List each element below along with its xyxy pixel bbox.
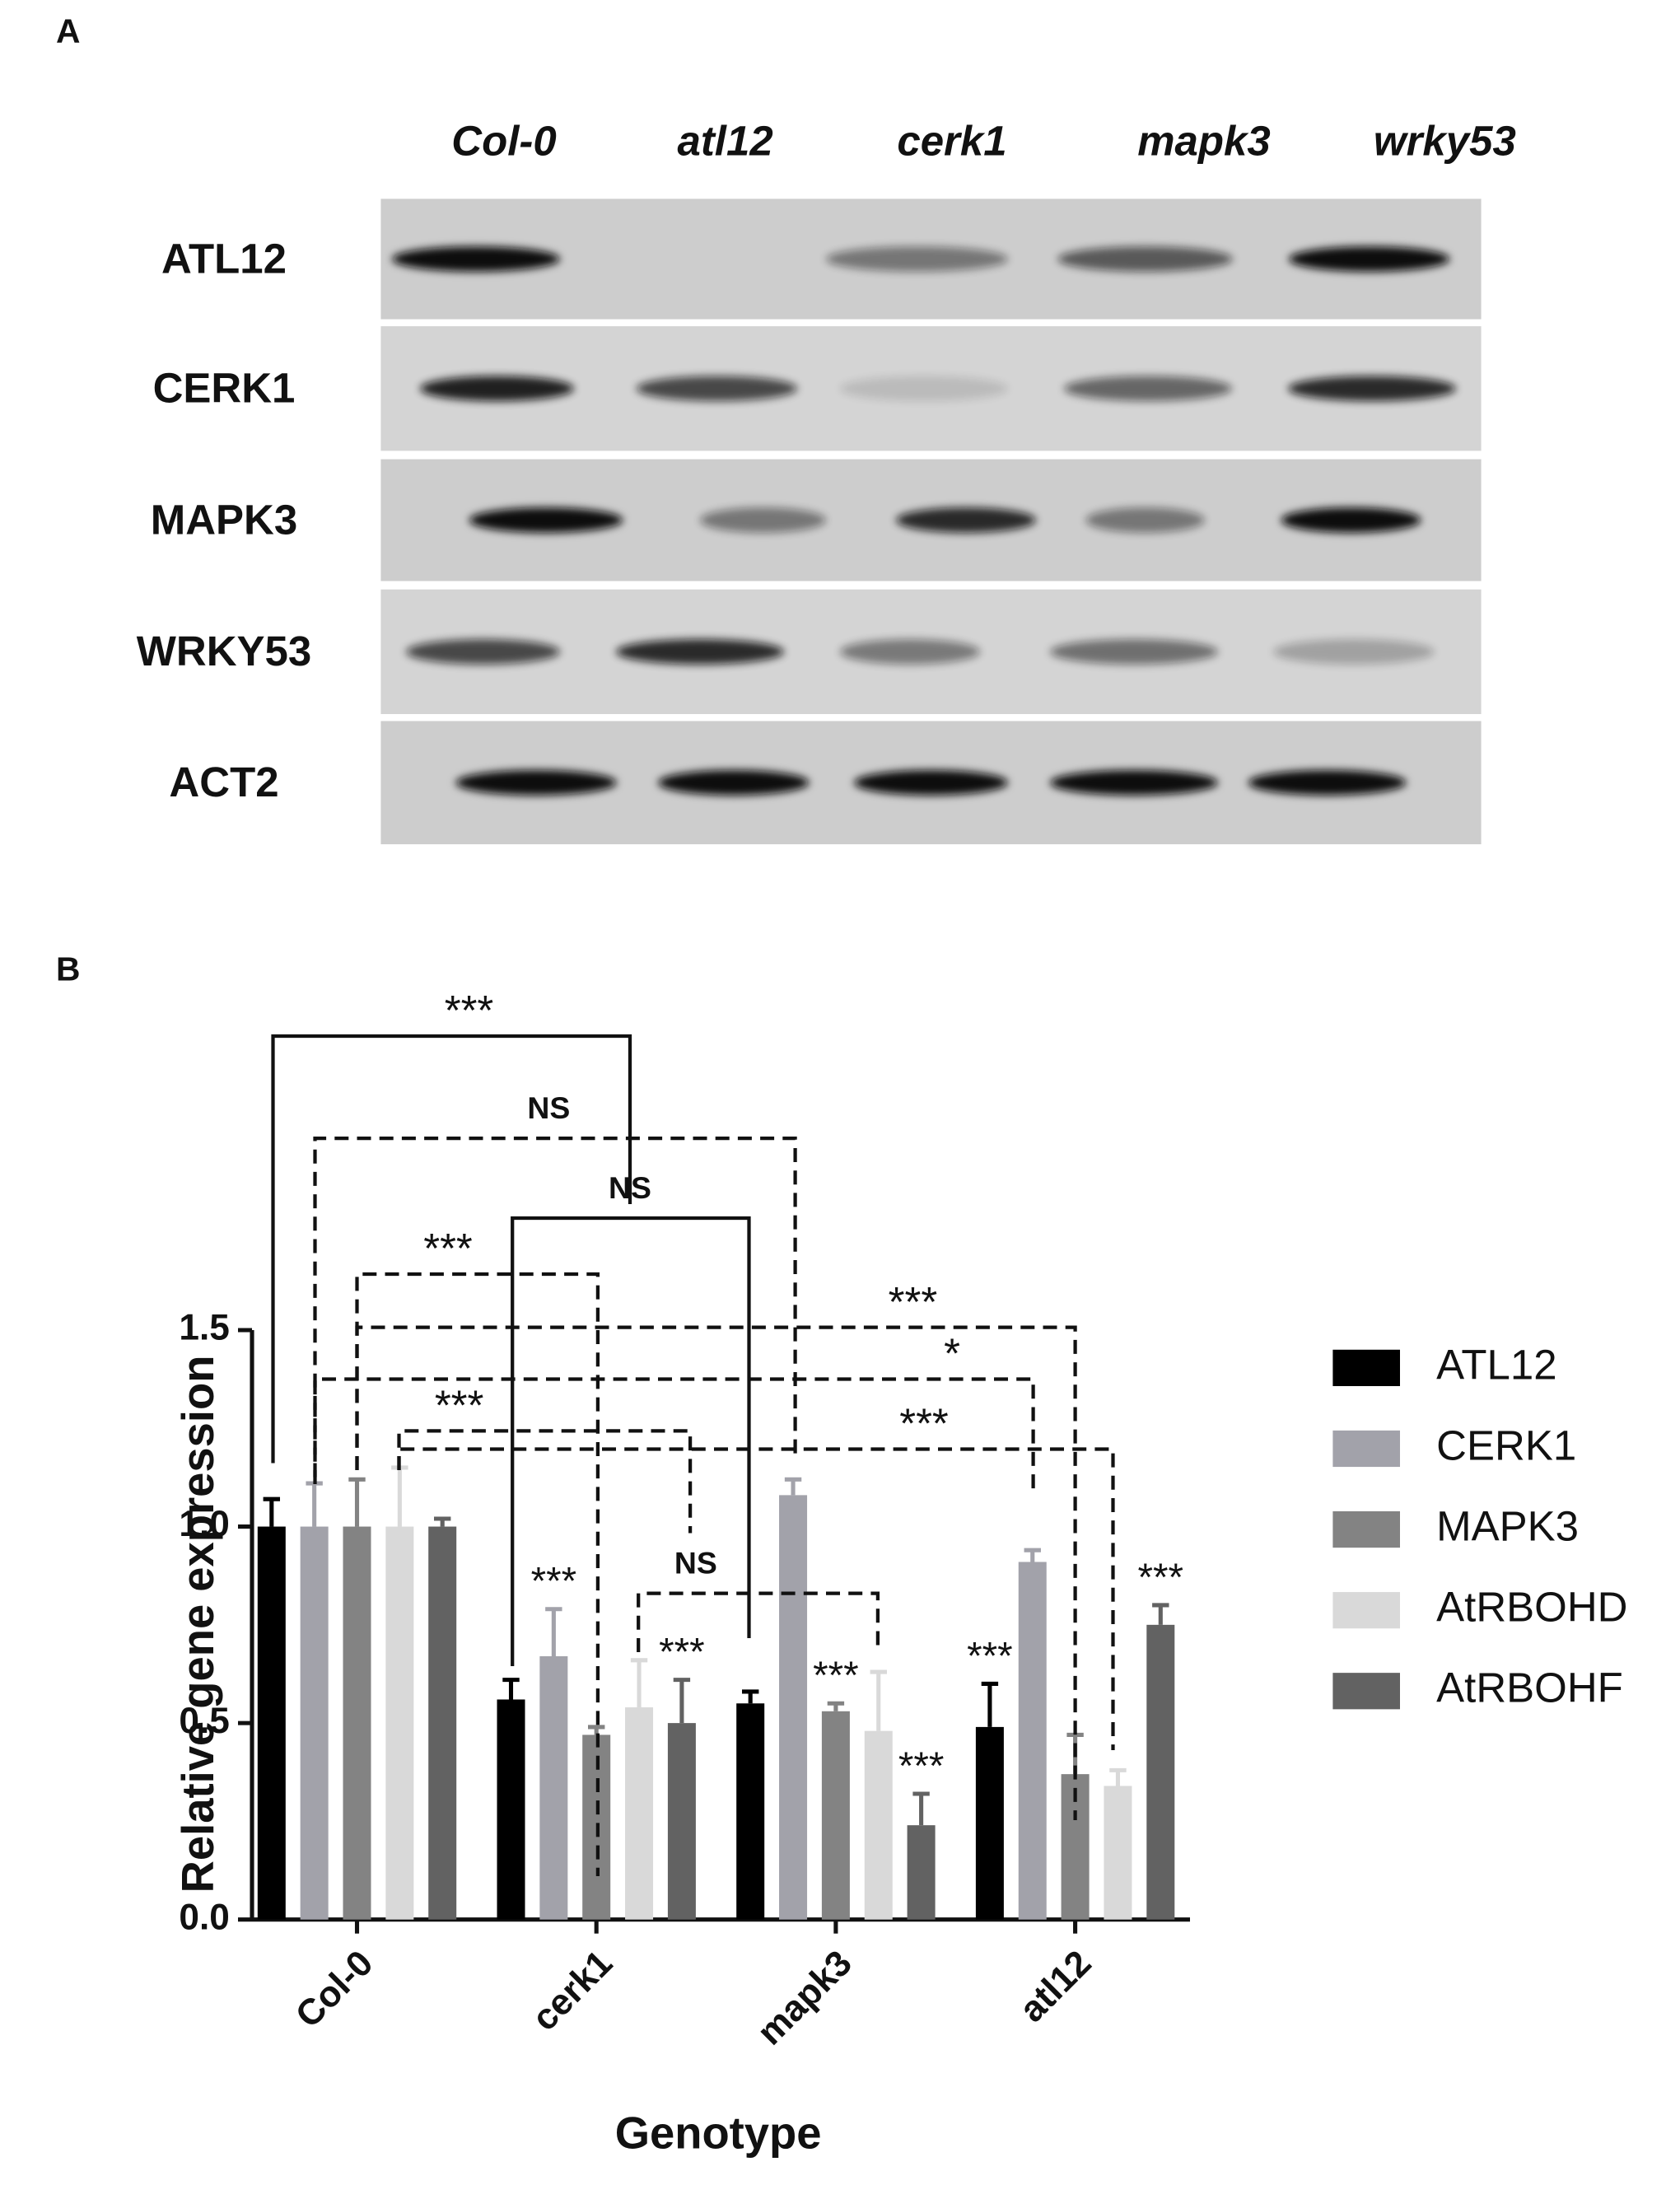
bar [736, 1703, 765, 1920]
band [1063, 376, 1232, 402]
band [392, 246, 561, 272]
bar [428, 1526, 457, 1920]
band [1085, 507, 1205, 533]
legend-label: AtRBOHF [1436, 1664, 1623, 1711]
band [658, 769, 810, 796]
comparison-bracket [271, 1034, 632, 1464]
significance-label: *** [967, 1634, 1013, 1678]
y-tick-label: 1.0 [179, 1504, 229, 1544]
x-tick-label: Col-0 [288, 1943, 381, 2036]
legend-swatch [1332, 1430, 1400, 1468]
band [469, 507, 623, 533]
band [840, 639, 980, 665]
legend-label: MAPK3 [1436, 1503, 1579, 1550]
y-axis-title: Relative gene expression [173, 1356, 223, 1893]
band [1273, 639, 1435, 665]
comparison-bracket [355, 1325, 1077, 1820]
significance-label: *** [898, 1744, 945, 1788]
panel-label: B [56, 950, 80, 988]
band [636, 376, 798, 402]
band [455, 769, 617, 796]
significance-label: *** [1138, 1556, 1184, 1599]
band [840, 376, 1008, 402]
comparison-label: *** [423, 1225, 473, 1272]
comparison-label: * [944, 1330, 960, 1377]
y-tick-label: 0.0 [179, 1897, 229, 1937]
bar [385, 1526, 414, 1920]
comparison-label: NS [609, 1170, 651, 1205]
significance-label: *** [813, 1654, 859, 1697]
band [616, 639, 785, 665]
bar [975, 1726, 1004, 1920]
protein-label: WRKY53 [137, 628, 311, 675]
band [1281, 507, 1421, 533]
band [1057, 246, 1233, 272]
band [1287, 376, 1456, 402]
legend-label: CERK1 [1436, 1422, 1576, 1468]
bar [667, 1723, 696, 1920]
y-tick-label: 1.5 [179, 1308, 229, 1348]
bar [864, 1730, 893, 1920]
comparison-label: *** [899, 1400, 949, 1447]
bar [1146, 1624, 1175, 1920]
protein-label: CERK1 [153, 365, 296, 412]
bar [625, 1707, 654, 1920]
comparison-bracket [313, 1136, 797, 1478]
lane-label: mapk3 [1137, 118, 1271, 165]
bar [821, 1711, 850, 1920]
band [895, 507, 1036, 533]
bar [257, 1526, 286, 1920]
comparison-bracket [313, 1377, 1035, 1492]
comparison-label: *** [435, 1382, 484, 1429]
comparison-label: *** [445, 987, 494, 1034]
bar [343, 1526, 371, 1920]
legend-label: AtRBOHD [1436, 1584, 1627, 1631]
significance-label: *** [531, 1560, 577, 1604]
protein-label: MAPK3 [151, 496, 297, 543]
band [1248, 769, 1407, 796]
x-tick-label: mapk3 [749, 1943, 860, 2053]
band [1049, 769, 1218, 796]
significance-label: *** [659, 1631, 705, 1674]
legend-swatch [1332, 1592, 1400, 1629]
panel-label: A [56, 12, 80, 50]
lane-label: cerk1 [897, 118, 1006, 165]
band [1049, 639, 1218, 665]
lane-label: Col-0 [451, 118, 556, 165]
protein-label: ATL12 [161, 235, 287, 282]
x-tick-label: cerk1 [525, 1943, 620, 2038]
comparison-label: NS [674, 1545, 717, 1580]
bar [779, 1495, 808, 1920]
comparison-bracket [511, 1216, 751, 1666]
bar [1104, 1786, 1132, 1920]
protein-label: ACT2 [169, 759, 278, 805]
comparison-bracket [637, 1591, 880, 1652]
bar [907, 1825, 936, 1920]
comparison-bracket [397, 1447, 1115, 1750]
lane-label: wrky53 [1374, 118, 1516, 165]
legend-swatch [1332, 1673, 1400, 1710]
x-axis-title: Genotype [615, 2108, 822, 2159]
band [700, 507, 827, 533]
band [1288, 246, 1450, 272]
legend-swatch [1332, 1349, 1400, 1386]
legend-label: ATL12 [1436, 1341, 1556, 1388]
band [826, 246, 1008, 272]
band [406, 639, 561, 665]
y-tick-label: 0.5 [179, 1701, 229, 1741]
bar [539, 1656, 568, 1920]
x-tick-label: atl12 [1012, 1943, 1099, 2030]
comparison-label: NS [527, 1090, 570, 1125]
comparison-label: *** [889, 1278, 938, 1325]
bar [300, 1526, 329, 1920]
band [853, 769, 1008, 796]
lane-label: atl12 [677, 118, 772, 165]
comparison-bracket [397, 1429, 693, 1534]
legend-swatch [1332, 1510, 1400, 1548]
bar [1018, 1562, 1047, 1920]
bar [497, 1699, 525, 1920]
band [420, 376, 575, 402]
